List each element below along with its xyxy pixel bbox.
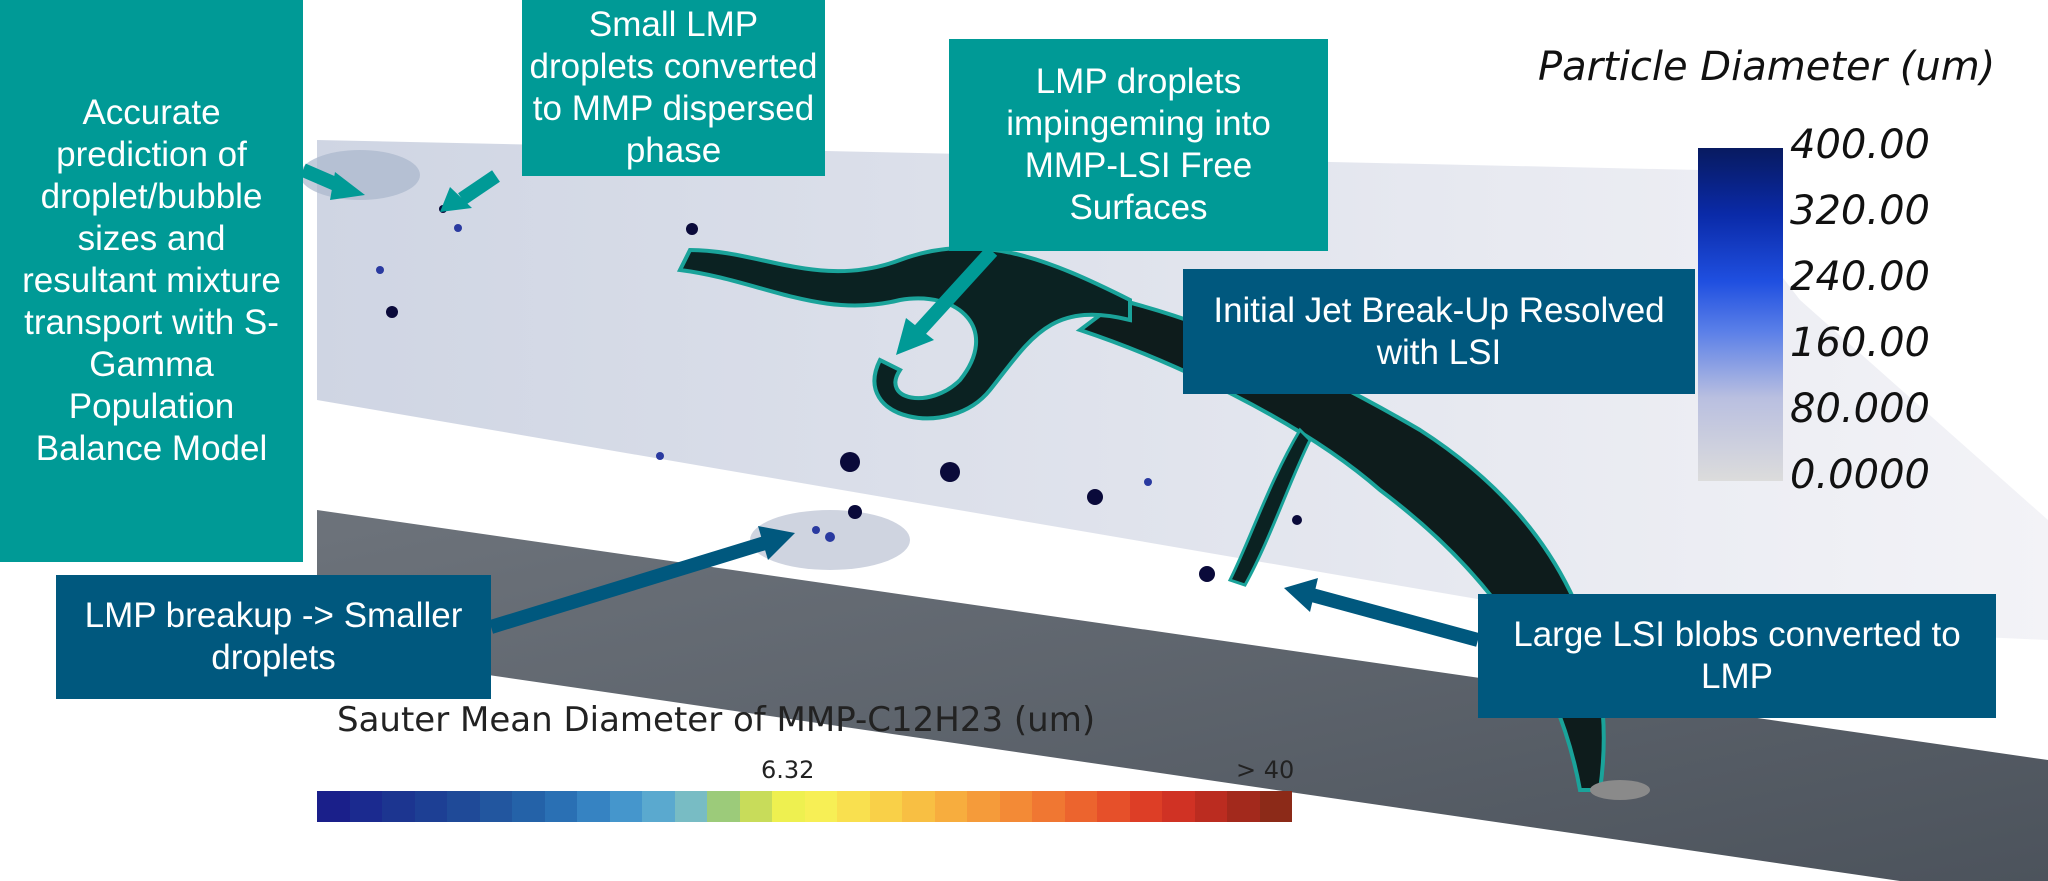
- colorbar-segment: [414, 791, 447, 822]
- colorbar-segment: [544, 791, 577, 822]
- particle-tick: 400.00: [1790, 122, 1930, 168]
- sauter-max-label: > 40: [1236, 756, 1295, 784]
- particle-tick: 0.0000: [1790, 452, 1930, 498]
- annotation-large-lsi: Large LSI blobs converted to LMP: [1478, 594, 1996, 718]
- annotation-breakup: LMP breakup -> Smaller droplets: [56, 575, 491, 699]
- colorbar-segment: [1032, 791, 1065, 822]
- colorbar-segment: [479, 791, 512, 822]
- sauter-colorbar: [317, 791, 1292, 822]
- annotation-initial-jet: Initial Jet Break-Up Resolved with LSI: [1183, 269, 1695, 394]
- sauter-legend-title: Sauter Mean Diameter of MMP-C12H23 (um): [337, 700, 1096, 740]
- colorbar-segment: [707, 791, 740, 822]
- colorbar-segment: [1227, 791, 1260, 822]
- colorbar-segment: [1259, 791, 1292, 822]
- colorbar-segment: [999, 791, 1032, 822]
- colorbar-segment: [382, 791, 415, 822]
- colorbar-segment: [1162, 791, 1195, 822]
- colorbar-segment: [577, 791, 610, 822]
- droplets: [376, 205, 1302, 582]
- colorbar-segment: [609, 791, 642, 822]
- colorbar-segment: [1064, 791, 1097, 822]
- particle-tick: 160.00: [1790, 320, 1930, 366]
- colorbar-segment: [967, 791, 1000, 822]
- colorbar-segment: [317, 791, 350, 822]
- colorbar-segment: [837, 791, 870, 822]
- colorbar-segment: [1097, 791, 1130, 822]
- colorbar-segment: [804, 791, 837, 822]
- colorbar-segment: [902, 791, 935, 822]
- particle-tick: 320.00: [1790, 188, 1930, 234]
- colorbar-segment: [1194, 791, 1227, 822]
- annotation-small-lmp: Small LMP droplets converted to MMP disp…: [522, 0, 825, 176]
- particle-tick: 240.00: [1790, 254, 1930, 300]
- particle-tick: 80.000: [1790, 386, 1930, 432]
- sauter-mid-label: 6.32: [761, 756, 815, 784]
- annotation-population-balance: Accurate prediction of droplet/bubble si…: [0, 0, 303, 562]
- colorbar-segment: [1129, 791, 1162, 822]
- colorbar-segment: [772, 791, 805, 822]
- particle-legend-title: Particle Diameter (um): [1538, 44, 1996, 90]
- colorbar-segment: [349, 791, 382, 822]
- particle-colorbar: [1698, 148, 1783, 481]
- colorbar-segment: [934, 791, 967, 822]
- colorbar-segment: [447, 791, 480, 822]
- colorbar-segment: [512, 791, 545, 822]
- colorbar-segment: [674, 791, 707, 822]
- colorbar-segment: [869, 791, 902, 822]
- colorbar-segment: [642, 791, 675, 822]
- colorbar-segment: [739, 791, 772, 822]
- annotation-impinging: LMP droplets impingeming into MMP-LSI Fr…: [949, 39, 1328, 251]
